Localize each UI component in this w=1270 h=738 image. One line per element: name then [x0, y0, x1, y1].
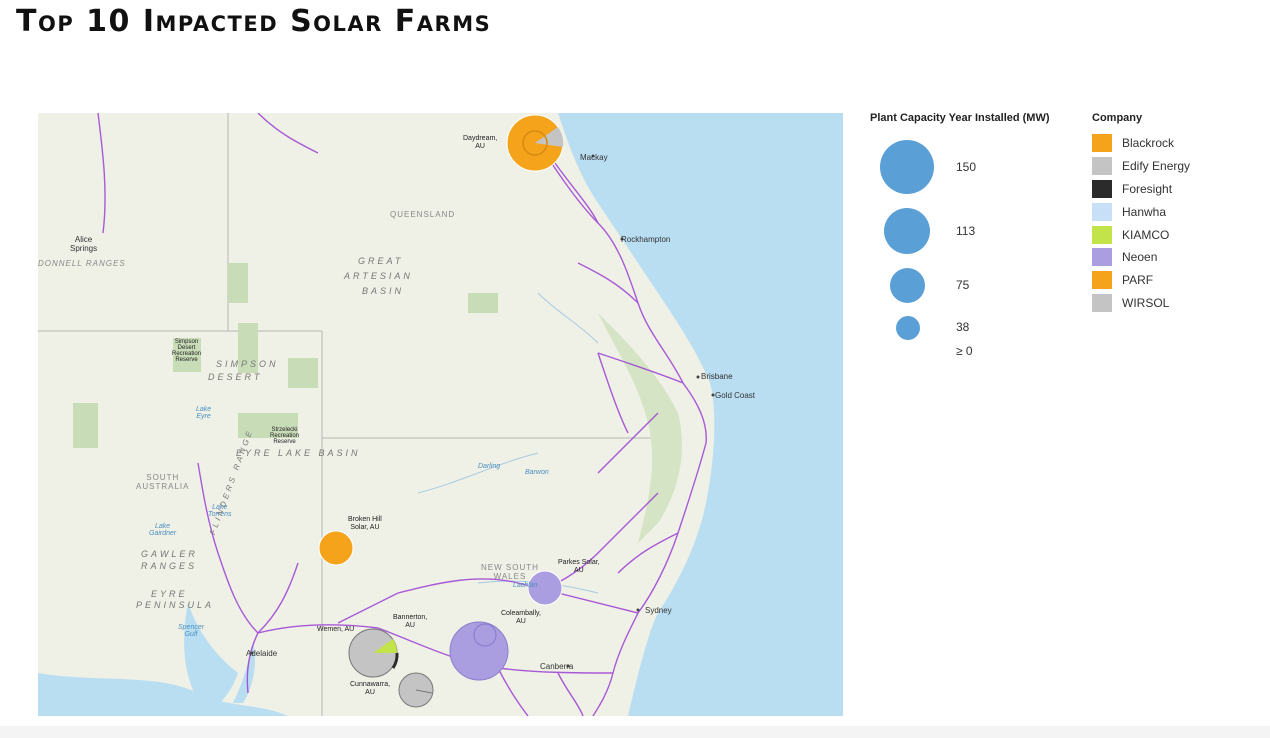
bottom-strip: [0, 726, 1270, 738]
legend-size-75: 75: [870, 268, 990, 304]
label-south-australia: SOUTH AUSTRALIA: [136, 473, 190, 491]
farm-label-bannerton: Bannerton, AU: [393, 614, 428, 629]
legend-swatch: [1092, 157, 1112, 176]
legend-size-150: 150: [870, 140, 990, 196]
farm-marker-broken-hill: [318, 530, 354, 566]
farm-markers: [318, 114, 564, 708]
label-spencer-gulf: Spencer Gulf: [178, 624, 205, 638]
legend-capacity-title: Plant Capacity Year Installed (MW): [870, 112, 1050, 124]
legend-company-label: KIAMCO: [1122, 227, 1170, 242]
legend-swatch: [1092, 293, 1112, 312]
map-canvas: [38, 113, 843, 716]
legend-company-label: Edify Energy: [1122, 159, 1191, 174]
label-eyre: EYRE: [151, 589, 188, 599]
page-title: Top 10 Impacted Solar Farms: [16, 4, 492, 39]
legend-company-label: WIRSOL: [1122, 295, 1170, 310]
label-gold-coast: Gold Coast: [715, 391, 756, 400]
farm-marker-coleambally: [449, 621, 509, 681]
label-basin: BASIN: [362, 286, 405, 296]
label-rockhampton: Rockhampton: [621, 235, 671, 244]
label-lachlan: Lachlan: [513, 582, 538, 589]
farm-label-broken-hill: Broken Hill Solar, AU: [348, 516, 382, 531]
farm-label-cunnawarra: Cunnawarra, AU: [350, 681, 391, 696]
legend-company-item-blackrock: Blackrock: [1092, 132, 1262, 155]
legend-swatch: [1092, 225, 1112, 244]
label-gawler: GAWLER: [141, 549, 198, 559]
legend-company-label: Neoen: [1122, 250, 1158, 265]
legend-company-item-parf: PARF: [1092, 269, 1262, 292]
legend-swatch: [1092, 271, 1112, 290]
legend-company-label: Blackrock: [1122, 136, 1175, 151]
legend-swatch: [1092, 179, 1112, 198]
legend-company: Company Blackrock Edify Energy Foresight Ha…: [1092, 112, 1262, 314]
powerlines: [97, 113, 707, 716]
legend-size-38: 38: [870, 316, 990, 342]
label-lake-torrens: Lake Torrens: [208, 504, 232, 518]
label-canberra: Canberra: [540, 662, 574, 671]
label-lake-gairdner: Lake Gairdner: [149, 523, 177, 537]
label-simpson: SIMPSON: [216, 359, 279, 369]
city-dots: [250, 154, 715, 668]
farm-marker-daydream-slice: [535, 127, 564, 147]
coastal-forest: [598, 313, 682, 543]
farm-marker-parkes: [527, 570, 563, 606]
label-desert: DESERT: [208, 372, 263, 382]
legend-capacity: Plant Capacity Year Installed (MW) 150 1…: [870, 112, 1080, 358]
farm-label-daydream: Daydream, AU: [463, 135, 498, 150]
legend-company-item-hanwha: Hanwha: [1092, 200, 1262, 223]
farm-label-wemen: Wemen, AU: [317, 626, 355, 633]
label-brisbane: Brisbane: [701, 372, 733, 381]
label-barwon: Barwon: [525, 469, 549, 476]
label-adelaide: Adelaide: [246, 649, 278, 658]
reserves: [73, 263, 498, 448]
legend-company-label: PARF: [1122, 273, 1154, 288]
label-simpson-reserve: Simpson Desert Recreation Reserve: [172, 339, 202, 363]
rivers: [417, 292, 599, 594]
label-macdonnell: DONNELL RANGES: [38, 259, 126, 268]
farm-label-parkes: Parkes Solar, AU: [558, 559, 600, 574]
farm-label-coleambally: Coleambally, AU: [501, 610, 541, 625]
label-great: GREAT: [358, 256, 404, 266]
label-lake-eyre: Lake Eyre: [196, 406, 212, 420]
legend-company-item-kiamco: KIAMCO: [1092, 223, 1262, 246]
coral-sea: [558, 113, 843, 716]
legend-company-title: Company: [1092, 112, 1143, 124]
legend-swatch: [1092, 248, 1112, 267]
label-eyre-lake-basin: EYRE LAKE BASIN: [236, 448, 361, 458]
southern-ocean: [38, 673, 288, 716]
label-strzelecki: Strzelecki Recreation Reserve: [270, 427, 300, 445]
legend-size-0: ≥ 0: [956, 344, 973, 358]
label-darling: Darling: [478, 463, 501, 470]
farm-marker-bannerton-slice: [373, 639, 398, 653]
label-alice-springs: Alice Springs: [70, 235, 98, 253]
legend-company-item-foresight: Foresight: [1092, 178, 1262, 201]
label-peninsula: PENINSULA: [136, 600, 215, 610]
legend-swatch: [1092, 202, 1112, 221]
label-mackay: Mackay: [580, 153, 608, 162]
legend-company-label: Hanwha: [1122, 204, 1167, 219]
legend-size-113: 113: [870, 208, 990, 256]
legend-company-item-wirsol: WIRSOL: [1092, 292, 1262, 315]
label-new-south-wales: NEW SOUTH WALES: [481, 563, 539, 581]
label-ranges: RANGES: [141, 561, 198, 571]
label-sydney: Sydney: [645, 606, 672, 615]
map[interactable]: QUEENSLAND Alice Springs DONNELL RANGES …: [38, 113, 843, 716]
spencer-gulf: [184, 603, 238, 713]
legend-swatch: [1092, 134, 1112, 153]
label-queensland: QUEENSLAND: [390, 210, 456, 219]
legend-company-item-neoen: Neoen: [1092, 246, 1262, 269]
legend-company-label: Foresight: [1122, 181, 1173, 196]
label-artesian: ARTESIAN: [344, 271, 413, 281]
legend-company-item-edify-energy: Edify Energy: [1092, 155, 1262, 178]
